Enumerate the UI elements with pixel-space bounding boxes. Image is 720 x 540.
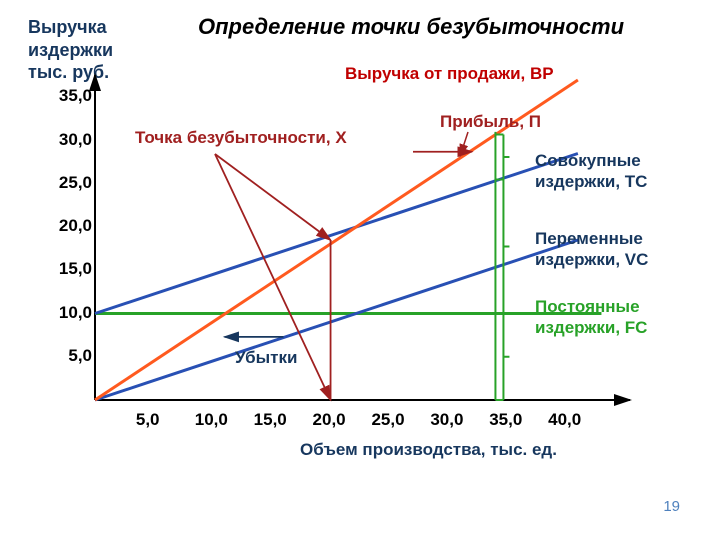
- x-tick: 20,0: [313, 410, 346, 430]
- x-tick: 35,0: [489, 410, 522, 430]
- x-tick: 30,0: [430, 410, 463, 430]
- label-profit: Прибыль, П: [440, 112, 541, 132]
- y-tick: 5,0: [48, 346, 92, 366]
- x-tick: 25,0: [371, 410, 404, 430]
- slide: { "meta": { "page_number": "19" }, "titl…: [0, 0, 720, 540]
- y-tick: 35,0: [48, 86, 92, 106]
- label-tc: Совокупные издержки, ТС: [535, 150, 705, 193]
- x-tick: 15,0: [254, 410, 287, 430]
- y-tick: 30,0: [48, 130, 92, 150]
- x-tick: 40,0: [548, 410, 581, 430]
- x-axis-title: Объем производства, тыс. ед.: [300, 440, 557, 460]
- x-tick: 5,0: [136, 410, 160, 430]
- y-tick: 10,0: [48, 303, 92, 323]
- label-fc: Постоянные издержки, FС: [535, 296, 705, 339]
- label-revenue: Выручка от продажи, ВР: [345, 64, 554, 84]
- y-tick: 15,0: [48, 259, 92, 279]
- label-breakeven: Точка безубыточности, Х: [135, 128, 347, 148]
- page-number: 19: [663, 498, 680, 516]
- x-tick: 10,0: [195, 410, 228, 430]
- label-vc: Переменные издержки, VС: [535, 228, 705, 271]
- y-tick: 20,0: [48, 216, 92, 236]
- label-losses: Убытки: [235, 348, 297, 368]
- y-tick: 25,0: [48, 173, 92, 193]
